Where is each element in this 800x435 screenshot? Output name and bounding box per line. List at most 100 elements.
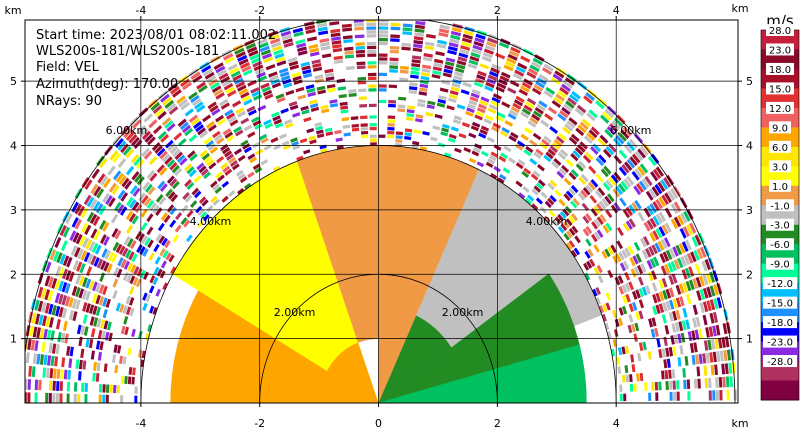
velocity-gate xyxy=(527,194,535,202)
velocity-gate xyxy=(75,299,81,310)
velocity-gate xyxy=(378,34,389,38)
velocity-gate xyxy=(134,203,143,214)
velocity-gate xyxy=(715,377,719,388)
velocity-gate xyxy=(662,302,668,312)
velocity-gate xyxy=(157,180,166,190)
velocity-gate xyxy=(704,259,711,271)
velocity-gate xyxy=(222,147,231,155)
velocity-gate xyxy=(190,71,201,80)
velocity-gate xyxy=(630,354,635,363)
velocity-gate xyxy=(597,137,606,147)
velocity-gate xyxy=(422,64,432,70)
velocity-gate xyxy=(187,150,196,159)
velocity-gate xyxy=(369,134,377,138)
velocity-gate xyxy=(282,78,292,85)
velocity-gate xyxy=(632,255,639,265)
velocity-gate xyxy=(636,183,644,193)
velocity-gate xyxy=(709,352,714,363)
velocity-gate xyxy=(412,141,420,146)
velocity-gate xyxy=(593,266,600,276)
velocity-gate xyxy=(657,240,665,251)
velocity-gate xyxy=(84,224,92,235)
velocity-gate xyxy=(109,150,119,161)
velocity-gate xyxy=(450,86,460,92)
velocity-gate xyxy=(570,249,578,258)
velocity-gate xyxy=(643,235,650,246)
velocity-gate xyxy=(178,98,188,108)
velocity-gate xyxy=(101,330,106,340)
velocity-gate xyxy=(581,202,589,212)
velocity-gate xyxy=(85,278,92,289)
velocity-gate xyxy=(25,352,30,364)
velocity-gate xyxy=(284,118,293,125)
velocity-gate xyxy=(678,243,686,254)
colorbar-label-bg xyxy=(763,335,797,348)
velocity-gate xyxy=(103,177,112,189)
velocity-gate xyxy=(420,75,430,81)
velocity-gate xyxy=(306,88,316,94)
velocity-gate xyxy=(212,183,220,191)
velocity-gate xyxy=(570,133,580,143)
velocity-gate xyxy=(223,83,234,91)
velocity-gate xyxy=(310,106,320,112)
velocity-gate xyxy=(580,189,588,199)
velocity-gate xyxy=(259,45,270,53)
velocity-gate xyxy=(454,71,464,77)
velocity-gate xyxy=(712,311,719,323)
velocity-gate xyxy=(471,88,481,95)
velocity-gate xyxy=(94,244,102,255)
velocity-gate xyxy=(628,138,638,149)
velocity-gate xyxy=(309,103,319,109)
velocity-gate xyxy=(58,306,64,318)
velocity-gate xyxy=(184,108,194,117)
velocity-gate xyxy=(408,89,417,95)
velocity-gate xyxy=(186,181,195,191)
velocity-gate xyxy=(59,381,64,392)
velocity-gate xyxy=(447,49,457,56)
velocity-gate xyxy=(252,141,261,149)
colorbar-label-bg xyxy=(766,101,794,114)
velocity-gate xyxy=(90,183,99,195)
velocity-gate xyxy=(502,167,511,174)
velocity-gate xyxy=(664,263,671,274)
velocity-gate xyxy=(638,180,647,191)
tick-label-y-right: 3 xyxy=(746,204,753,217)
velocity-gate xyxy=(184,163,193,172)
velocity-gate xyxy=(515,162,524,170)
velocity-gate xyxy=(468,157,477,164)
velocity-gate xyxy=(451,82,461,89)
velocity-gate xyxy=(587,181,596,191)
velocity-gate xyxy=(154,256,161,265)
velocity-gate xyxy=(508,157,516,164)
velocity-gate xyxy=(431,73,441,79)
velocity-gate xyxy=(163,214,171,224)
velocity-gate xyxy=(149,172,158,182)
velocity-gate xyxy=(571,213,579,222)
velocity-gate xyxy=(705,352,710,364)
velocity-gate xyxy=(159,248,166,257)
velocity-gate xyxy=(135,278,142,288)
velocity-gate xyxy=(112,278,119,288)
velocity-gate xyxy=(91,242,99,253)
velocity-gate xyxy=(387,119,395,123)
velocity-gate xyxy=(34,299,40,311)
velocity-gate xyxy=(492,122,501,130)
velocity-gate xyxy=(62,320,68,331)
velocity-gate xyxy=(111,227,119,238)
velocity-gate xyxy=(528,68,538,76)
velocity-gate xyxy=(716,297,723,309)
velocity-gate xyxy=(421,72,430,77)
velocity-gate xyxy=(549,179,558,188)
velocity-gate xyxy=(521,170,529,178)
velocity-gate xyxy=(456,60,467,66)
velocity-gate xyxy=(112,241,120,252)
velocity-gate xyxy=(210,195,218,204)
velocity-gate xyxy=(186,166,195,175)
velocity-gate xyxy=(564,123,574,132)
velocity-gate xyxy=(412,47,423,53)
velocity-gate xyxy=(387,115,396,120)
velocity-gate xyxy=(680,332,686,343)
velocity-gate xyxy=(119,303,125,313)
velocity-gate xyxy=(367,72,377,77)
